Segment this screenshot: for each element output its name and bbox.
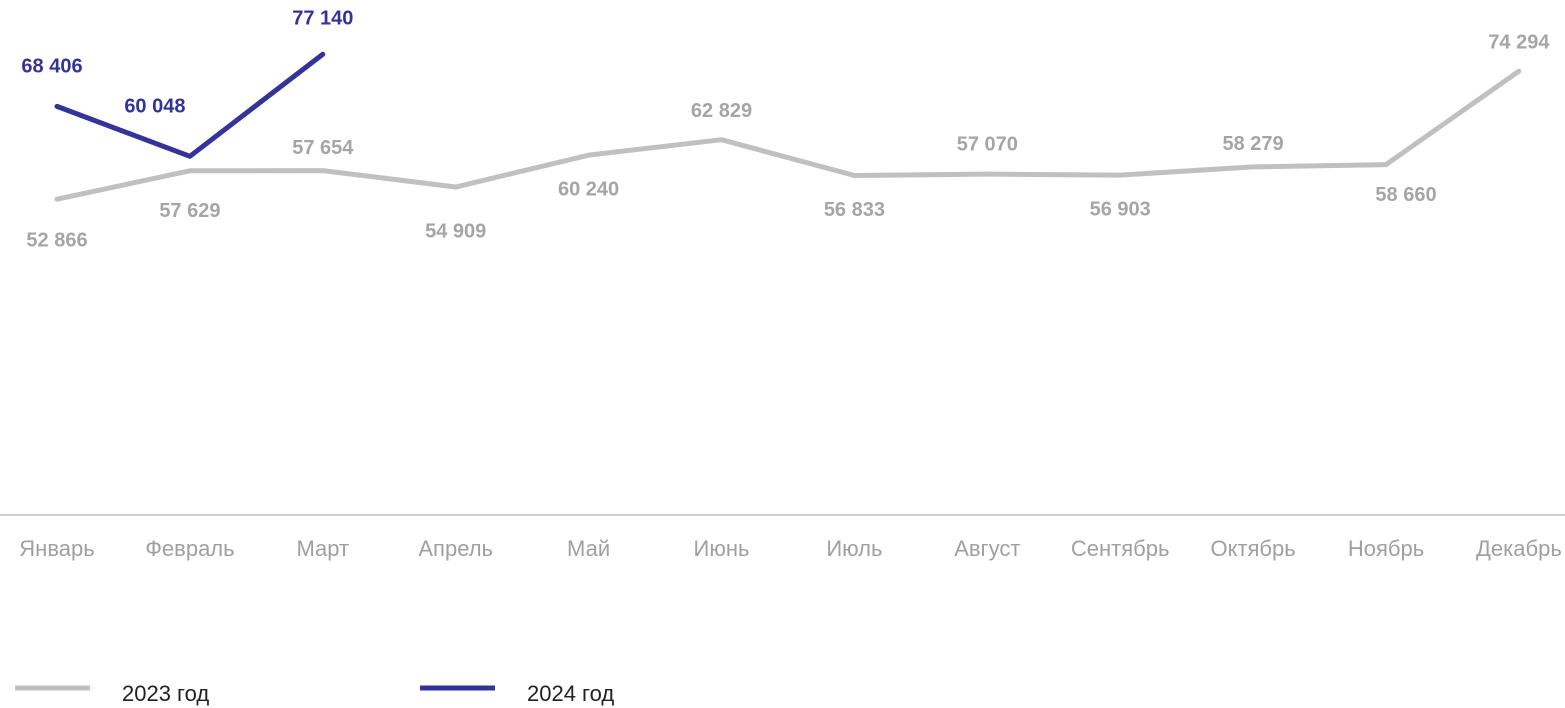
data-label: 57 654 xyxy=(292,137,354,159)
data-label: 68 406 xyxy=(21,56,82,78)
x-tick-label: Июнь xyxy=(694,536,750,561)
x-tick-label: Май xyxy=(567,536,610,561)
data-label: 57 629 xyxy=(159,200,220,222)
x-tick-label: Сентябрь xyxy=(1071,536,1170,561)
x-tick-label: Апрель xyxy=(418,536,493,561)
x-tick-label: Март xyxy=(296,536,349,561)
data-label: 60 240 xyxy=(558,178,619,200)
x-tick-label: Ноябрь xyxy=(1348,536,1424,561)
x-tick-label: Январь xyxy=(19,536,94,561)
data-label: 52 866 xyxy=(26,229,87,251)
data-label: 58 279 xyxy=(1223,133,1284,155)
legend-label: 2024 год xyxy=(527,681,614,706)
data-label: 58 660 xyxy=(1375,184,1436,206)
data-label: 60 048 xyxy=(124,96,185,118)
data-label: 77 140 xyxy=(292,7,353,29)
data-label: 62 829 xyxy=(691,100,752,122)
x-tick-label: Август xyxy=(954,536,1020,561)
x-tick-label: Июль xyxy=(826,536,882,561)
x-tick-label: Декабрь xyxy=(1476,536,1562,561)
x-tick-label: Февраль xyxy=(145,536,234,561)
data-label: 56 903 xyxy=(1090,198,1151,220)
data-label: 74 294 xyxy=(1488,31,1550,53)
data-label: 54 909 xyxy=(425,220,486,242)
line-series xyxy=(54,51,326,159)
x-tick-label: Октябрь xyxy=(1210,536,1295,561)
data-label: 57 070 xyxy=(957,133,1018,155)
legend-label: 2023 год xyxy=(122,681,209,706)
line-series xyxy=(54,68,1522,202)
data-label: 56 833 xyxy=(824,199,885,221)
